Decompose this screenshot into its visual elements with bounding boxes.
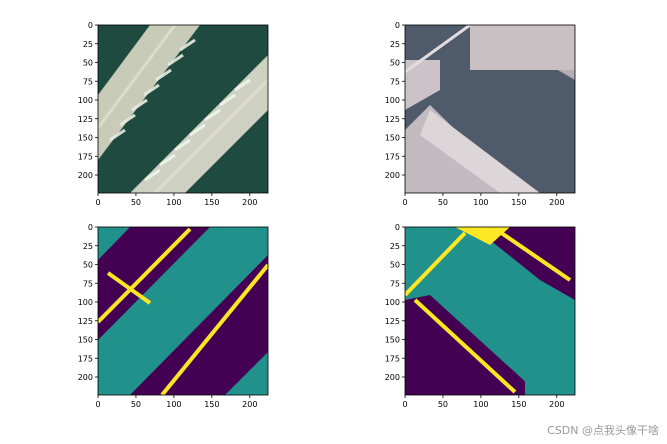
x-tick-label: 150 xyxy=(511,400,526,409)
y-tick-label: 150 xyxy=(78,134,93,143)
y-tick-label: 175 xyxy=(78,152,93,161)
x-tick-label: 150 xyxy=(204,400,219,409)
x-tick-label: 100 xyxy=(166,400,181,409)
y-tick-label: 75 xyxy=(390,77,400,86)
y-tick-label: 0 xyxy=(88,223,93,232)
x-tick-label: 50 xyxy=(438,198,448,207)
y-tick-label: 150 xyxy=(385,134,400,143)
y-tick-label: 125 xyxy=(78,115,93,124)
y-tick-label: 0 xyxy=(88,21,93,30)
photo-boats-bottom xyxy=(420,110,540,193)
y-tick-label: 0 xyxy=(395,21,400,30)
y-tick-label: 75 xyxy=(83,77,93,86)
x-tick-label: 0 xyxy=(402,400,407,409)
x-tick-label: 0 xyxy=(402,198,407,207)
y-tick-label: 100 xyxy=(78,298,93,307)
y-tick-label: 100 xyxy=(78,96,93,105)
y-tick-label: 50 xyxy=(390,59,400,68)
mask-walkway-top xyxy=(498,230,572,282)
y-tick-label: 25 xyxy=(83,242,93,251)
axes-frame xyxy=(404,226,576,396)
photo-boats-1 xyxy=(109,38,196,142)
y-tick-label: 75 xyxy=(83,279,93,288)
x-tick-label: 50 xyxy=(438,400,448,409)
axes-frame xyxy=(97,226,269,396)
x-tick-label: 100 xyxy=(166,198,181,207)
axes-3: 0 50 100 150 200 0 25 50 75 100 125 150 175 200 xyxy=(385,223,576,409)
y-tick-label: 125 xyxy=(385,115,400,124)
watermark: CSDN @点我头像干啥 xyxy=(547,424,659,437)
mask-dock-band-1 xyxy=(98,227,210,340)
axes-0: 0 50 100 150 200 0 25 50 75 100 125 150 175 200 xyxy=(78,21,269,207)
panel-bottom-right xyxy=(405,227,575,395)
axes-frame xyxy=(404,24,576,194)
mask-walkway-2 xyxy=(160,263,268,395)
y-tick-label: 150 xyxy=(385,336,400,345)
y-tick-label: 75 xyxy=(390,279,400,288)
y-tick-label: 0 xyxy=(395,223,400,232)
x-tick-label: 200 xyxy=(549,198,564,207)
y-tick-label: 25 xyxy=(83,40,93,49)
photo-dock-2 xyxy=(130,55,268,193)
x-tick-label: 200 xyxy=(549,400,564,409)
photo-walkway-1 xyxy=(98,25,177,129)
y-tick-label: 175 xyxy=(385,354,400,363)
x-tick-label: 150 xyxy=(511,198,526,207)
axes-layer: 0 50 100 150 200 0 25 50 75 100 125 150 175 200 0 50 100… xyxy=(78,21,576,409)
photo-walkway xyxy=(405,25,471,74)
x-tick-label: 150 xyxy=(204,198,219,207)
x-tick-label: 0 xyxy=(95,198,100,207)
y-tick-label: 100 xyxy=(385,96,400,105)
x-tick-label: 0 xyxy=(95,400,100,409)
mask-dock-top xyxy=(480,227,575,300)
y-tick-label: 25 xyxy=(390,40,400,49)
y-tick-label: 150 xyxy=(78,336,93,345)
axes-frame xyxy=(97,24,269,194)
x-tick-label: 100 xyxy=(473,198,488,207)
mask-dock-top-yellow xyxy=(455,227,510,245)
y-tick-label: 125 xyxy=(385,317,400,326)
axes-1: 0 50 100 150 200 0 25 50 75 100 125 150 175 200 xyxy=(385,21,576,207)
y-tick-label: 200 xyxy=(385,171,400,180)
y-tick-label: 200 xyxy=(78,373,93,382)
y-tick-label: 25 xyxy=(390,242,400,251)
panel-top-left xyxy=(98,25,268,193)
axes-2: 0 50 100 150 200 0 25 50 75 100 125 150 175 200 xyxy=(78,223,269,409)
mask-walkway-bottom xyxy=(413,298,517,394)
x-tick-label: 100 xyxy=(473,400,488,409)
y-tick-label: 175 xyxy=(78,354,93,363)
mask-water-bottom-right xyxy=(525,300,575,395)
mask-walkway-cross xyxy=(106,271,152,305)
x-tick-label: 50 xyxy=(131,400,141,409)
y-tick-label: 175 xyxy=(385,152,400,161)
x-tick-label: 200 xyxy=(242,198,257,207)
y-tick-label: 50 xyxy=(83,261,93,270)
panel-top-right xyxy=(405,25,575,193)
mask-walkway-diag xyxy=(405,231,467,297)
x-tick-label: 50 xyxy=(131,198,141,207)
x-tick-label: 200 xyxy=(242,400,257,409)
mask-dock-band-2 xyxy=(130,255,268,395)
y-tick-label: 200 xyxy=(78,171,93,180)
panel-bottom-left xyxy=(98,227,268,395)
photo-boats-2 xyxy=(144,78,251,182)
y-tick-label: 200 xyxy=(385,373,400,382)
y-tick-label: 50 xyxy=(390,261,400,270)
y-tick-label: 50 xyxy=(83,59,93,68)
photo-dock-left xyxy=(405,60,440,110)
y-tick-label: 100 xyxy=(385,298,400,307)
y-tick-label: 125 xyxy=(78,317,93,326)
photo-walkway-2 xyxy=(153,78,268,193)
mask-walkway-1 xyxy=(98,227,192,324)
photo-pier-top xyxy=(470,25,575,70)
